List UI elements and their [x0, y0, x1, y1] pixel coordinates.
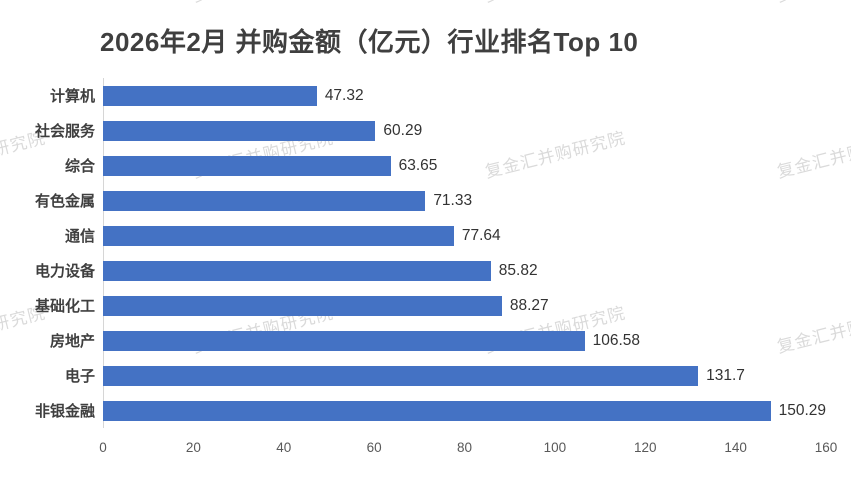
category-label: 非银金融 [34, 403, 95, 420]
category-label: 计算机 [49, 88, 95, 105]
bar [103, 85, 317, 106]
category-label: 基础化工 [34, 298, 95, 315]
bar [103, 190, 426, 211]
bar-track: 60.29 [103, 120, 826, 141]
bar-track: 71.33 [103, 190, 826, 211]
bar-track: 47.32 [103, 85, 826, 106]
value-label: 77.64 [461, 226, 501, 244]
x-axis-tick-label: 40 [276, 440, 292, 455]
bar-track: 106.58 [103, 330, 826, 351]
bar [103, 225, 454, 246]
category-label: 综合 [64, 158, 95, 175]
bar-rows: 计算机 47.32 社会服务 60.29 综合 63.65 有色金属 71.33 通信 77.64… [0, 78, 826, 428]
value-label: 106.58 [592, 331, 641, 349]
bar-track: 77.64 [103, 225, 826, 246]
bar-row: 社会服务 60.29 [0, 113, 826, 148]
watermark-text: 复金汇并购研究院 [482, 0, 628, 7]
category-label: 电力设备 [34, 263, 95, 280]
category-label: 通信 [64, 228, 95, 245]
bar [103, 155, 391, 176]
bar [103, 365, 699, 386]
value-label: 88.27 [509, 296, 549, 314]
category-label: 社会服务 [34, 123, 95, 140]
x-axis-tick-label: 20 [185, 440, 201, 455]
watermark-text: 复金汇并购研究院 [0, 0, 48, 7]
value-label: 47.32 [324, 86, 364, 104]
category-label: 有色金属 [34, 193, 95, 210]
bar [103, 120, 376, 141]
bar-row: 电力设备 85.82 [0, 253, 826, 288]
category-label: 房地产 [49, 333, 95, 350]
bar-row: 房地产 106.58 [0, 323, 826, 358]
x-axis-tick-label: 0 [99, 440, 107, 455]
category-label: 电子 [64, 368, 95, 385]
bar-row: 基础化工 88.27 [0, 288, 826, 323]
bar-row: 综合 63.65 [0, 148, 826, 183]
bar-track: 63.65 [103, 155, 826, 176]
x-axis-tick-label: 140 [724, 440, 747, 455]
x-axis-tick-label: 100 [543, 440, 567, 455]
x-axis-tick-label: 60 [366, 440, 382, 455]
value-label: 71.33 [433, 191, 473, 209]
x-axis-tick-label: 120 [633, 440, 657, 455]
watermark-text: 复金汇并购研究院 [190, 0, 336, 7]
x-axis: 0 20 40 60 80 100 120 140 160 [99, 440, 837, 458]
bar-track: 150.29 [103, 400, 826, 421]
value-label: 85.82 [498, 261, 538, 279]
value-label: 60.29 [383, 121, 423, 139]
x-axis-tick-label: 160 [814, 440, 838, 455]
bar-row: 电子 131.7 [0, 358, 826, 393]
bar [103, 330, 585, 351]
bar-track: 88.27 [103, 295, 826, 316]
bar-track: 85.82 [103, 260, 826, 281]
chart-title: 2026年2月 并购金额（亿元）行业排名Top 10 [100, 27, 639, 57]
bar [103, 260, 491, 281]
bar-row: 计算机 47.32 [0, 78, 826, 113]
y-axis-line [103, 78, 104, 428]
bar [103, 295, 502, 316]
bar-row: 非银金融 150.29 [0, 393, 826, 428]
bar-track: 131.7 [103, 365, 826, 386]
bar [103, 400, 771, 421]
x-axis-tick-label: 80 [456, 440, 473, 455]
watermark-text: 复金汇并购研究院 [774, 0, 851, 7]
value-label: 63.65 [398, 156, 438, 174]
value-label: 150.29 [778, 401, 826, 419]
value-label: 131.7 [706, 366, 745, 384]
bar-row: 通信 77.64 [0, 218, 826, 253]
bar-row: 有色金属 71.33 [0, 183, 826, 218]
